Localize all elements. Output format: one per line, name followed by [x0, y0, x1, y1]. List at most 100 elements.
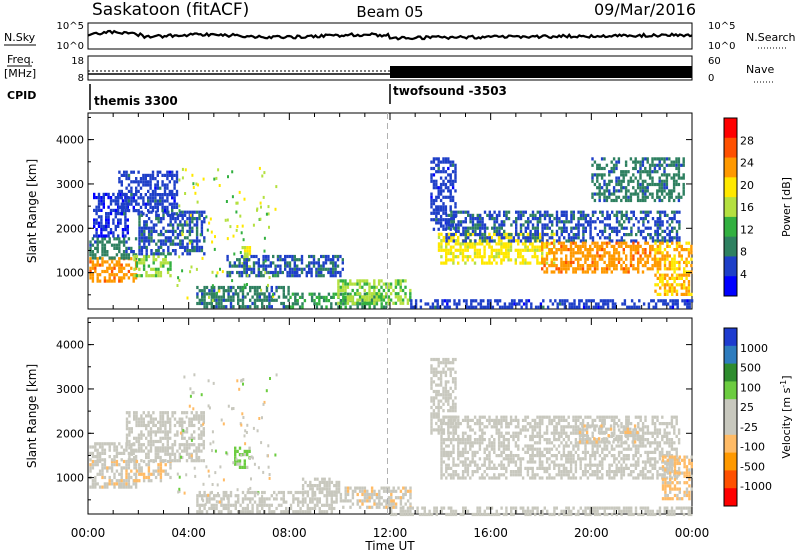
echo-cell: [507, 246, 509, 249]
echo-cell: [282, 271, 284, 274]
echo-cell: [313, 302, 315, 305]
echo-cell: [551, 230, 553, 233]
echo-cell: [275, 507, 277, 510]
echo-cell: [141, 233, 143, 236]
echo-cell: [683, 286, 685, 289]
echo-cell: [230, 299, 232, 302]
echo-cell: [447, 400, 449, 403]
echo-cell: [255, 261, 257, 264]
echo-cell: [342, 299, 344, 302]
echo-cell: [430, 428, 432, 431]
echo-cell: [153, 274, 155, 277]
echo-cell: [153, 223, 155, 226]
echo-cell: [630, 264, 632, 267]
echo-cell: [438, 364, 440, 367]
echo-cell: [460, 223, 462, 226]
echo-cell: [620, 258, 622, 261]
echo-cell: [118, 473, 120, 476]
echo-cell: [101, 240, 103, 243]
echo-cell: [381, 503, 383, 506]
echo-cell: [140, 459, 142, 462]
echo-cell: [366, 279, 368, 282]
echo-cell: [630, 248, 632, 251]
echo-cell: [152, 190, 154, 193]
echo-cell: [454, 189, 456, 192]
echo-cell: [167, 434, 169, 437]
echo-cell: [248, 450, 250, 453]
echo-cell: [335, 497, 337, 500]
echo-cell: [438, 246, 440, 249]
echo-cell: [165, 243, 167, 246]
echo-cell: [510, 507, 512, 510]
echo-cell: [627, 270, 629, 273]
echo-cell: [654, 220, 656, 223]
echo-cell: [669, 233, 671, 236]
echo-cell: [390, 286, 392, 289]
echo-cell: [309, 481, 311, 484]
echo-cell: [247, 504, 249, 507]
echo-cell: [301, 261, 303, 264]
echo-cell: [618, 220, 620, 223]
echo-cell: [647, 220, 649, 223]
echo-cell: [284, 265, 286, 268]
echo-cell: [92, 264, 94, 267]
echo-cell: [639, 254, 641, 257]
echo-cell: [435, 428, 437, 431]
echo-cell: [671, 230, 673, 233]
echo-cell: [633, 223, 635, 226]
echo-cell: [169, 427, 171, 430]
echo-cell: [669, 254, 671, 257]
echo-cell: [107, 222, 109, 225]
echo-cell: [582, 233, 584, 236]
echo-cell: [589, 230, 591, 233]
echo-cell: [117, 218, 119, 221]
echo-cell: [570, 248, 572, 251]
echo-cell: [479, 239, 481, 242]
echo-cell: [174, 459, 176, 462]
echo-cell: [306, 265, 308, 268]
echo-cell: [552, 302, 554, 305]
echo-cell: [613, 261, 615, 264]
echo-cell: [167, 414, 169, 417]
echo-cell: [621, 217, 623, 220]
echo-cell: [676, 277, 678, 280]
echo-cell: [301, 305, 303, 308]
echo-cell: [253, 255, 255, 258]
echo-cell: [135, 476, 137, 479]
echo-cell: [226, 255, 228, 258]
echo-cell: [136, 470, 138, 473]
echo-cell: [445, 400, 447, 403]
echo-cell: [166, 174, 168, 177]
echo-cell: [558, 217, 560, 220]
echo-cell: [648, 306, 650, 309]
echo-cell: [203, 236, 205, 239]
echo-cell: [397, 279, 399, 282]
echo-cell: [477, 220, 479, 223]
echo-cell: [664, 211, 666, 214]
echo-cell: [438, 186, 440, 189]
echo-cell: [601, 507, 603, 510]
echo-cell: [532, 217, 534, 220]
echo-cell: [125, 203, 127, 206]
echo-cell: [278, 286, 280, 289]
echo-cell: [659, 261, 661, 264]
echo-cell: [285, 501, 287, 504]
echo-point: [200, 233, 202, 236]
echo-cell: [445, 227, 447, 230]
echo-cell: [220, 497, 222, 500]
echo-cell: [572, 242, 574, 245]
echo-cell: [230, 504, 232, 507]
echo-cell: [239, 466, 241, 469]
echo-cell: [147, 424, 149, 427]
echo-cell: [625, 214, 627, 217]
echo-cell: [393, 499, 395, 502]
echo-cell: [460, 220, 462, 223]
echo-cell: [455, 211, 457, 214]
echo-cell: [669, 239, 671, 242]
echo-cell: [118, 486, 120, 489]
echo-cell: [685, 277, 687, 280]
echo-cell: [142, 180, 144, 183]
echo-cell: [282, 258, 284, 261]
echo-cell: [606, 251, 608, 254]
echo-cell: [155, 274, 157, 277]
